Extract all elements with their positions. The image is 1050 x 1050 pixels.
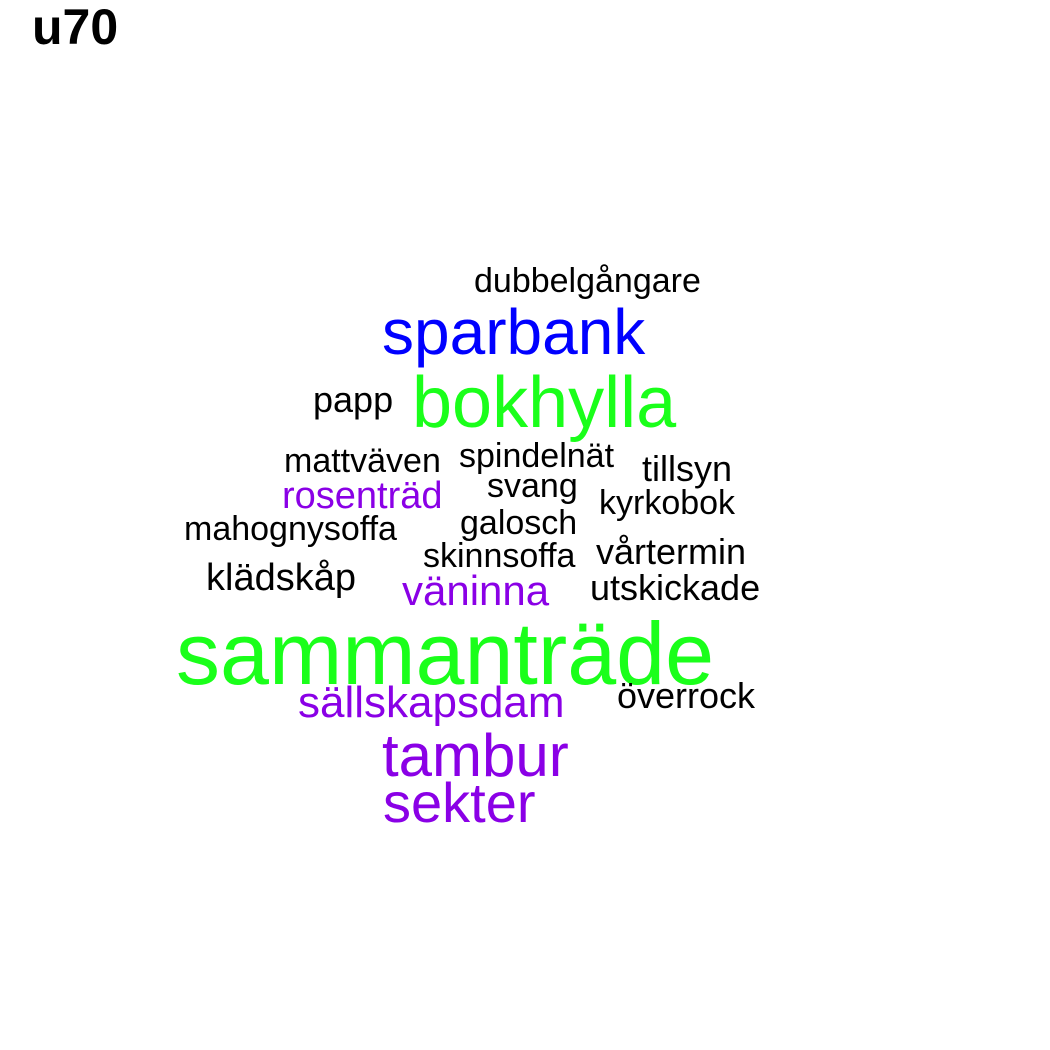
word-vartermin: vårtermin xyxy=(596,531,747,572)
word-sammantrade: sammanträde xyxy=(176,604,715,703)
word-mahognysoffa: mahognysoffa xyxy=(184,510,397,548)
word-vaninna: väninna xyxy=(402,567,550,614)
word-spindelnat: spindelnät xyxy=(459,437,615,475)
word-tillsyn: tillsyn xyxy=(642,448,733,489)
word-tambur: tambur xyxy=(382,722,569,789)
word-overrock: överrock xyxy=(617,675,756,716)
word-sallskapsdam: sällskapsdam xyxy=(298,678,565,727)
plot-title: u70 xyxy=(32,0,119,55)
word-kladskap: klädskåp xyxy=(206,557,356,599)
word-bokhylla: bokhylla xyxy=(412,363,677,443)
word-skinnsoffa: skinnsoffa xyxy=(423,537,576,575)
word-kyrkobok: kyrkobok xyxy=(599,484,736,522)
word-dubbelgangare: dubbelgångare xyxy=(474,262,701,300)
word-sparbank: sparbank xyxy=(382,296,646,368)
word-rosentrad: rosenträd xyxy=(282,475,443,517)
word-sekter: sekter xyxy=(383,771,536,834)
word-svang: svang xyxy=(487,467,578,505)
word-galosch: galosch xyxy=(460,504,578,542)
word-utskickade: utskickade xyxy=(590,567,761,608)
word-mattvaven: mattväven xyxy=(284,442,441,480)
word-papp: papp xyxy=(313,379,394,420)
